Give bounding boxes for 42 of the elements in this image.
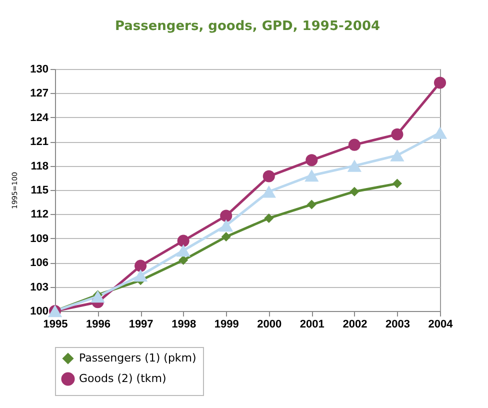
point — [262, 185, 276, 198]
x-tick-label: 2003 — [385, 318, 410, 330]
point — [177, 234, 190, 247]
point — [348, 138, 360, 151]
point — [133, 269, 148, 282]
chart-title: Passengers, goods, GPD, 1995-2004 — [114, 19, 380, 34]
point — [390, 149, 404, 162]
legend-label: Goods (2) (tkm) — [79, 372, 166, 385]
y-tick-label: 103 — [30, 281, 48, 294]
y-tick-label: 106 — [30, 257, 48, 270]
y-tick-label: 121 — [30, 136, 48, 148]
point — [434, 76, 446, 89]
point — [432, 126, 448, 139]
point — [306, 154, 318, 166]
y-tick-label: 127 — [30, 88, 48, 100]
y-tick-label: 124 — [30, 112, 50, 124]
point — [176, 244, 190, 257]
point — [90, 290, 105, 303]
x-tick-label: 2000 — [257, 318, 282, 330]
x-tick-label: 1997 — [128, 318, 154, 330]
point — [264, 213, 274, 223]
point — [262, 170, 275, 182]
y-tick-label: 118 — [30, 160, 48, 172]
x-tick-label: 1999 — [214, 318, 239, 330]
x-tick-label: 2001 — [300, 318, 324, 330]
x-tick-label: 1995 — [43, 318, 68, 330]
y-tick-label: 130 — [30, 64, 48, 76]
y-tick-label: 109 — [30, 232, 48, 245]
y-tick-label: 100 — [30, 306, 48, 318]
x-tick-label: 2002 — [342, 318, 368, 330]
x-tick-label: 1996 — [86, 318, 111, 330]
point — [220, 210, 232, 222]
x-tick-label: 1998 — [172, 318, 196, 330]
y-tick-label: 115 — [30, 184, 48, 196]
x-tick-label: 2004 — [428, 318, 454, 330]
point — [219, 219, 234, 232]
point — [347, 160, 362, 172]
legend-label: Passengers (1) (pkm) — [79, 352, 196, 364]
point — [304, 169, 319, 182]
point — [391, 128, 404, 140]
point — [134, 260, 147, 272]
y-tick-label: 112 — [30, 208, 48, 221]
